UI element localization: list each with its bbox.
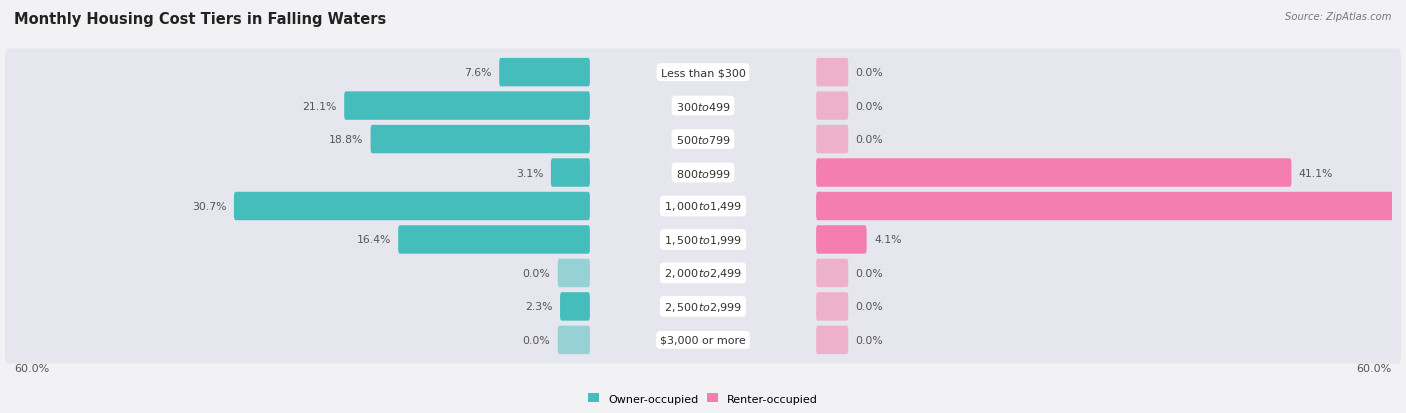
Text: $1,000 to $1,499: $1,000 to $1,499 [664, 200, 742, 213]
FancyBboxPatch shape [4, 150, 1402, 197]
Text: $800 to $999: $800 to $999 [675, 167, 731, 179]
Text: $300 to $499: $300 to $499 [675, 100, 731, 112]
Text: 0.0%: 0.0% [856, 101, 883, 112]
Text: 18.8%: 18.8% [329, 135, 363, 145]
Text: $1,500 to $1,999: $1,500 to $1,999 [664, 233, 742, 247]
Legend: Owner-occupied, Renter-occupied: Owner-occupied, Renter-occupied [583, 389, 823, 408]
FancyBboxPatch shape [815, 192, 1406, 221]
FancyBboxPatch shape [4, 116, 1402, 164]
Text: $2,500 to $2,999: $2,500 to $2,999 [664, 300, 742, 313]
FancyBboxPatch shape [815, 159, 1292, 188]
FancyBboxPatch shape [4, 316, 1402, 364]
Text: 60.0%: 60.0% [14, 363, 49, 373]
FancyBboxPatch shape [560, 292, 591, 321]
FancyBboxPatch shape [499, 59, 591, 87]
Text: Monthly Housing Cost Tiers in Falling Waters: Monthly Housing Cost Tiers in Falling Wa… [14, 12, 387, 27]
FancyBboxPatch shape [4, 183, 1402, 230]
Text: 30.7%: 30.7% [193, 202, 226, 211]
FancyBboxPatch shape [398, 225, 591, 254]
Text: $3,000 or more: $3,000 or more [661, 335, 745, 345]
FancyBboxPatch shape [815, 92, 848, 121]
Text: $500 to $799: $500 to $799 [675, 134, 731, 146]
FancyBboxPatch shape [4, 216, 1402, 263]
Text: 16.4%: 16.4% [356, 235, 391, 245]
FancyBboxPatch shape [815, 225, 866, 254]
Text: 0.0%: 0.0% [523, 335, 550, 345]
Text: $2,000 to $2,499: $2,000 to $2,499 [664, 267, 742, 280]
Text: 2.3%: 2.3% [524, 301, 553, 312]
Text: 7.6%: 7.6% [464, 68, 492, 78]
Text: 0.0%: 0.0% [523, 268, 550, 278]
Text: 21.1%: 21.1% [302, 101, 336, 112]
Text: 0.0%: 0.0% [856, 68, 883, 78]
FancyBboxPatch shape [558, 326, 591, 354]
FancyBboxPatch shape [4, 83, 1402, 130]
FancyBboxPatch shape [815, 259, 848, 287]
FancyBboxPatch shape [233, 192, 591, 221]
FancyBboxPatch shape [815, 126, 848, 154]
FancyBboxPatch shape [4, 283, 1402, 330]
Text: Source: ZipAtlas.com: Source: ZipAtlas.com [1285, 12, 1392, 22]
Text: 0.0%: 0.0% [856, 335, 883, 345]
FancyBboxPatch shape [558, 259, 591, 287]
Text: 4.1%: 4.1% [875, 235, 901, 245]
FancyBboxPatch shape [4, 49, 1402, 97]
Text: 0.0%: 0.0% [856, 135, 883, 145]
FancyBboxPatch shape [815, 326, 848, 354]
FancyBboxPatch shape [344, 92, 591, 121]
Text: Less than $300: Less than $300 [661, 68, 745, 78]
FancyBboxPatch shape [4, 249, 1402, 297]
Text: 3.1%: 3.1% [516, 168, 543, 178]
Text: 60.0%: 60.0% [1357, 363, 1392, 373]
Text: 0.0%: 0.0% [856, 268, 883, 278]
FancyBboxPatch shape [551, 159, 591, 188]
FancyBboxPatch shape [815, 59, 848, 87]
Text: 41.1%: 41.1% [1299, 168, 1333, 178]
FancyBboxPatch shape [371, 126, 591, 154]
FancyBboxPatch shape [815, 292, 848, 321]
Text: 0.0%: 0.0% [856, 301, 883, 312]
